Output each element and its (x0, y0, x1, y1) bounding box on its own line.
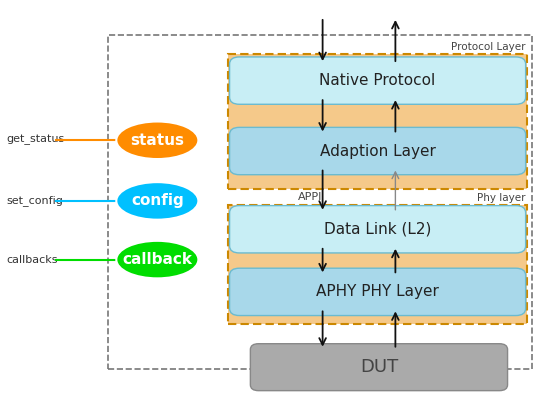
Text: Native Protocol: Native Protocol (320, 73, 436, 88)
Text: Phy layer: Phy layer (477, 193, 526, 203)
Bar (228, 205, 527, 324)
FancyBboxPatch shape (229, 206, 526, 253)
Text: Adaption Layer: Adaption Layer (320, 143, 436, 158)
FancyBboxPatch shape (250, 344, 508, 391)
Text: set_config: set_config (7, 195, 64, 206)
Text: callback: callback (122, 252, 192, 267)
Ellipse shape (116, 121, 199, 159)
Text: status: status (130, 133, 184, 148)
Bar (108, 35, 532, 369)
Text: APPI: APPI (299, 192, 323, 202)
FancyBboxPatch shape (229, 57, 526, 104)
Text: callbacks: callbacks (7, 255, 58, 265)
Text: Data Link (L2): Data Link (L2) (324, 222, 431, 237)
Text: get_status: get_status (7, 135, 65, 145)
Text: config: config (131, 193, 184, 208)
Text: Protocol Layer: Protocol Layer (451, 42, 526, 52)
Text: APHY PHY Layer: APHY PHY Layer (316, 284, 439, 299)
Ellipse shape (116, 182, 199, 220)
Ellipse shape (116, 241, 199, 279)
FancyBboxPatch shape (229, 127, 526, 175)
FancyBboxPatch shape (229, 268, 526, 316)
Bar (228, 54, 527, 189)
Text: DUT: DUT (360, 358, 398, 376)
